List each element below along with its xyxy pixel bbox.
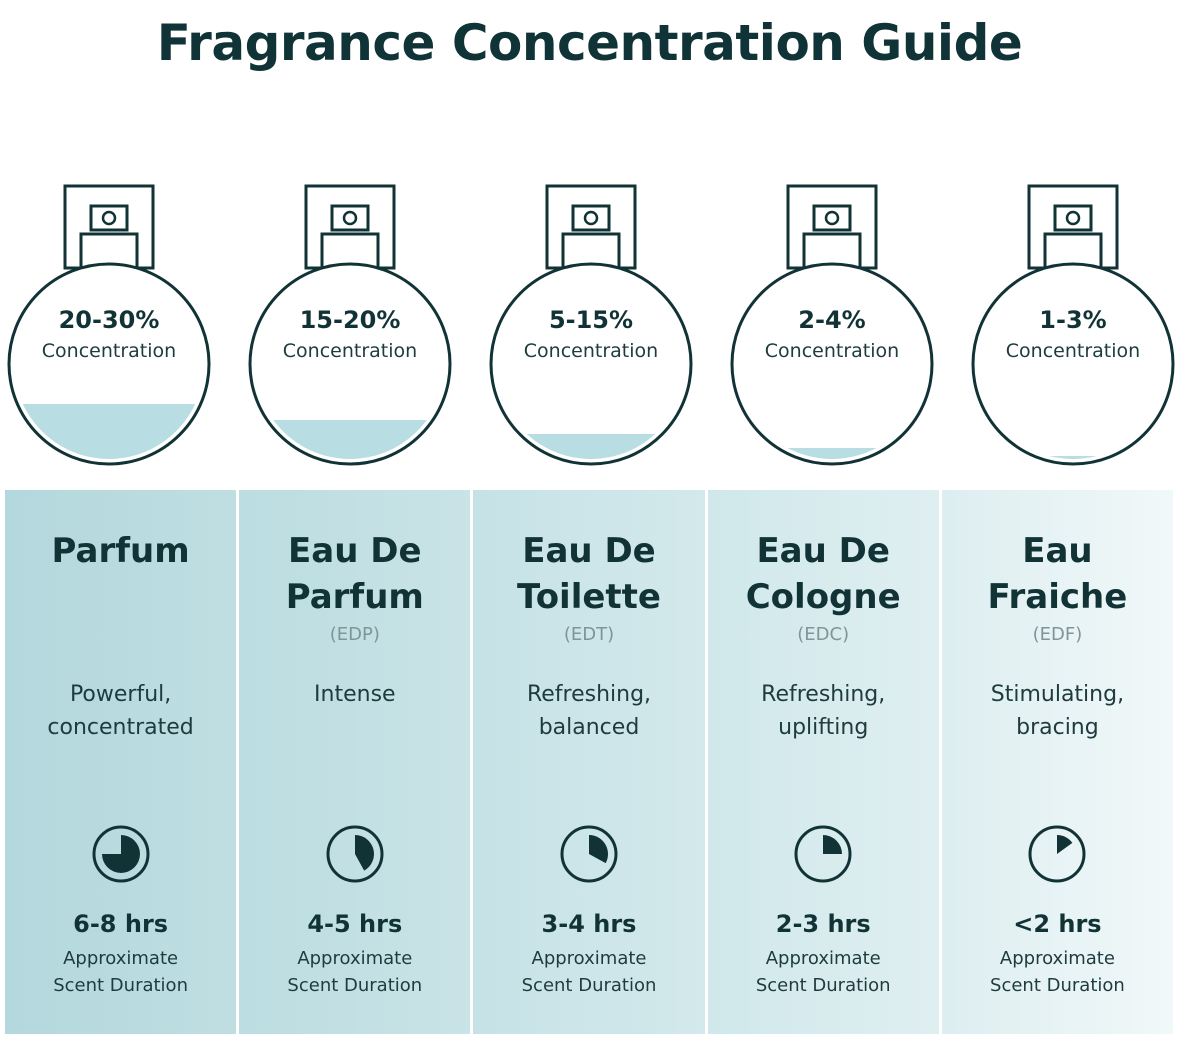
duration-label: Approximate Scent Duration (521, 948, 657, 996)
sprayer-nozzle (583, 210, 599, 226)
clock-pie-icon (560, 825, 618, 883)
bottle-eau-de-toilette: 5-15% Concentration (486, 180, 696, 470)
duration-label: Approximate Scent Duration (287, 948, 423, 996)
clock-pie-icon (794, 825, 852, 883)
liquid-level (978, 456, 1168, 459)
concentration-percent: 20-30% (58, 306, 160, 334)
clock-pie-icon (1028, 825, 1086, 883)
bottle-body (489, 262, 693, 466)
fragrance-name: Eau De Parfum (285, 531, 424, 617)
duration-label: Approximate Scent Duration (990, 948, 1125, 996)
bottle-eau-fraiche: 1-3% Concentration (968, 180, 1178, 470)
fragrance-name: Eau Fraiche (987, 531, 1128, 617)
concentration-label: Concentration (1005, 340, 1141, 362)
duration-label: Approximate Scent Duration (755, 948, 891, 996)
sprayer-nozzle (342, 210, 358, 226)
duration-value: <2 hrs (1013, 910, 1102, 938)
bottle-parfum: 20-30% Concentration (4, 180, 214, 470)
concentration-label: Concentration (41, 340, 177, 362)
sprayer-nozzle (824, 210, 840, 226)
perfume-bottle-icon (971, 184, 1175, 466)
column-eau-de-parfum: Eau De Parfum (EDP) Intense 4-5 hrs Appr… (239, 490, 474, 1034)
column-eau-de-cologne: Eau De Cologne (EDC) Refreshing, uplifti… (707, 490, 942, 1034)
liquid-level (737, 448, 927, 459)
clock-pie-icon (92, 825, 150, 883)
fragrance-description: Powerful, concentrated (47, 682, 194, 740)
concentration-label: Concentration (523, 340, 659, 362)
clock-pie-icon (326, 825, 384, 883)
duration-wedge (589, 835, 608, 864)
duration-label: Approximate Scent Duration (53, 948, 188, 996)
duration-value: 2-3 hrs (775, 910, 871, 938)
concentration-label: Concentration (282, 340, 418, 362)
column-eau-fraiche: Eau Fraiche (EDF) Stimulating, bracing <… (941, 490, 1174, 1034)
fragrance-abbreviation: (EDF) (1032, 624, 1083, 645)
bottle-row: 20-30% Concentration 15-20% Concentratio… (0, 180, 1179, 470)
duration-wedge (1057, 835, 1073, 854)
fragrance-table: Parfum Powerful, concentrated 6-8 hrs Ap… (5, 490, 1174, 1034)
duration-wedge (823, 835, 843, 854)
perfume-bottle-icon (730, 184, 934, 466)
fragrance-abbreviation: (EDT) (563, 624, 615, 645)
fragrance-name: Eau De Cologne (745, 531, 901, 617)
concentration-label: Concentration (764, 340, 900, 362)
duration-value: 6-8 hrs (73, 910, 169, 938)
bottle-sprayer (89, 204, 129, 232)
fragrance-abbreviation: (EDC) (797, 624, 850, 645)
bottle-sprayer (812, 204, 852, 232)
bottle-sprayer (330, 204, 370, 232)
bottle-eau-de-parfum: 15-20% Concentration (245, 180, 455, 470)
fragrance-name: Parfum (51, 531, 190, 571)
fragrance-description: Intense (314, 682, 396, 707)
sprayer-nozzle (1065, 210, 1081, 226)
page-title: Fragrance Concentration Guide (156, 14, 1023, 72)
fragrance-description: Refreshing, uplifting (761, 682, 886, 740)
bottle-sprayer (1053, 204, 1093, 232)
fragrance-name: Eau De Toilette (517, 531, 661, 617)
perfume-bottle-icon (248, 184, 452, 466)
duration-value: 3-4 hrs (541, 910, 637, 938)
perfume-bottle-icon (489, 184, 693, 466)
sprayer-nozzle (101, 210, 117, 226)
concentration-percent: 2-4% (798, 306, 866, 334)
fragrance-description: Stimulating, bracing (990, 682, 1125, 740)
duration-wedge (101, 835, 140, 873)
bottle-body (248, 262, 452, 466)
duration-value: 4-5 hrs (307, 910, 403, 938)
duration-wedge (354, 835, 374, 871)
concentration-percent: 15-20% (299, 306, 401, 334)
bottle-eau-de-cologne: 2-4% Concentration (727, 180, 937, 470)
column-eau-de-toilette: Eau De Toilette (EDT) Refreshing, balanc… (473, 490, 708, 1034)
fragrance-description: Refreshing, balanced (526, 682, 652, 740)
concentration-percent: 1-3% (1039, 306, 1107, 334)
liquid-level (255, 420, 445, 459)
fragrance-abbreviation: (EDP) (329, 624, 380, 645)
column-parfum: Parfum Powerful, concentrated 6-8 hrs Ap… (5, 490, 240, 1034)
bottle-body (730, 262, 934, 466)
bottle-body (971, 262, 1175, 466)
concentration-percent: 5-15% (548, 306, 634, 334)
perfume-bottle-icon (7, 184, 211, 466)
bottle-sprayer (571, 204, 611, 232)
